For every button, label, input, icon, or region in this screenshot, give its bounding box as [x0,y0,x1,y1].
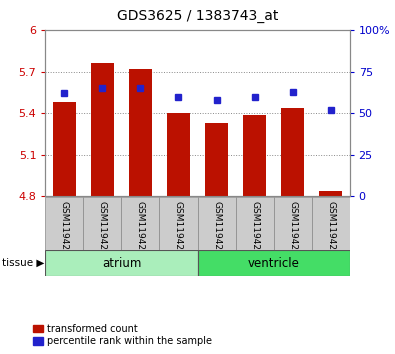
Bar [243,115,266,196]
Text: GSM119422: GSM119422 [60,201,69,256]
Legend: transformed count, percentile rank within the sample: transformed count, percentile rank withi… [32,323,213,347]
Text: GDS3625 / 1383743_at: GDS3625 / 1383743_at [117,9,278,23]
Text: tissue ▶: tissue ▶ [2,258,44,268]
Bar [53,102,76,196]
Text: atrium: atrium [102,257,141,270]
Text: GSM119425: GSM119425 [174,201,183,256]
Bar [45,197,83,250]
Text: GSM119427: GSM119427 [250,201,259,256]
Bar [45,250,198,276]
Text: ventricle: ventricle [248,257,299,270]
Bar [281,108,304,196]
Bar [312,197,350,250]
Bar [160,197,198,250]
Bar [91,63,114,196]
Bar [198,250,350,276]
Text: GSM119423: GSM119423 [98,201,107,256]
Bar [273,197,312,250]
Bar [235,197,274,250]
Bar [167,113,190,196]
Text: GSM119424: GSM119424 [136,201,145,256]
Bar [122,197,160,250]
Bar [129,69,152,196]
Bar [319,191,342,196]
Text: GSM119429: GSM119429 [326,201,335,256]
Bar [198,197,235,250]
Bar [83,197,122,250]
Bar [205,123,228,196]
Text: GSM119426: GSM119426 [212,201,221,256]
Text: GSM119428: GSM119428 [288,201,297,256]
